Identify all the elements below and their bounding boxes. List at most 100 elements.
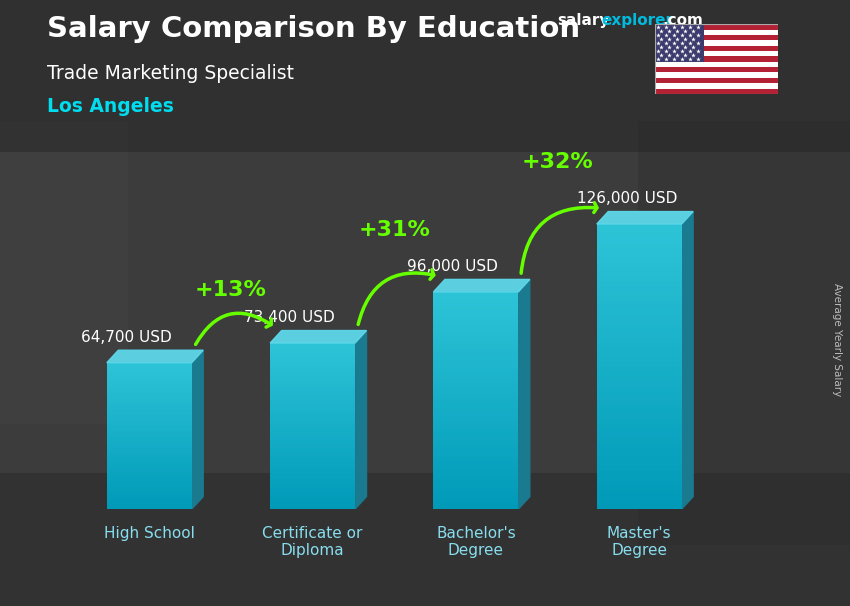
Bar: [107, 436, 192, 438]
Bar: [107, 492, 192, 494]
Bar: [434, 317, 518, 321]
Bar: [434, 328, 518, 331]
Bar: [434, 476, 518, 480]
Bar: [597, 286, 682, 290]
Bar: [597, 481, 682, 485]
Bar: [597, 253, 682, 257]
Bar: [597, 228, 682, 233]
Polygon shape: [270, 330, 366, 343]
Bar: [107, 468, 192, 470]
Bar: [434, 357, 518, 361]
Bar: [434, 502, 518, 505]
Bar: [597, 333, 682, 338]
Bar: [434, 375, 518, 379]
Bar: [434, 321, 518, 324]
Bar: [654, 45, 778, 51]
Bar: [654, 62, 778, 67]
Bar: [270, 506, 355, 509]
Bar: [107, 497, 192, 499]
Bar: [434, 441, 518, 444]
Polygon shape: [597, 211, 693, 224]
Bar: [654, 78, 778, 83]
Bar: [434, 346, 518, 350]
Bar: [270, 429, 355, 431]
Bar: [270, 379, 355, 382]
Bar: [434, 386, 518, 390]
Bar: [654, 51, 778, 56]
Bar: [270, 384, 355, 387]
Bar: [434, 473, 518, 476]
Bar: [270, 440, 355, 442]
Bar: [107, 443, 192, 445]
Polygon shape: [518, 279, 530, 509]
Bar: [597, 271, 682, 276]
Bar: [434, 487, 518, 491]
Bar: [107, 416, 192, 419]
Bar: [270, 365, 355, 368]
Bar: [270, 481, 355, 484]
Bar: [107, 414, 192, 416]
Bar: [597, 367, 682, 371]
Bar: [270, 423, 355, 426]
Bar: [597, 438, 682, 442]
Bar: [597, 452, 682, 457]
Bar: [107, 419, 192, 421]
Bar: [434, 331, 518, 335]
Bar: [107, 502, 192, 504]
Bar: [270, 412, 355, 415]
Text: 96,000 USD: 96,000 USD: [407, 259, 498, 274]
Bar: [270, 387, 355, 390]
Bar: [107, 404, 192, 407]
Bar: [107, 395, 192, 397]
Bar: [434, 299, 518, 303]
Bar: [434, 484, 518, 487]
Bar: [107, 485, 192, 487]
Bar: [270, 504, 355, 506]
Bar: [597, 295, 682, 300]
Bar: [270, 404, 355, 407]
Bar: [107, 441, 192, 443]
Bar: [597, 499, 682, 504]
Bar: [270, 426, 355, 429]
Bar: [107, 494, 192, 497]
Bar: [107, 390, 192, 392]
Bar: [434, 339, 518, 342]
Bar: [654, 83, 778, 88]
Bar: [434, 379, 518, 382]
Bar: [270, 495, 355, 498]
Bar: [597, 485, 682, 490]
Bar: [270, 484, 355, 487]
Bar: [270, 396, 355, 398]
Bar: [434, 447, 518, 451]
Bar: [107, 433, 192, 436]
Bar: [107, 487, 192, 490]
Bar: [434, 437, 518, 441]
Bar: [434, 393, 518, 397]
Bar: [107, 463, 192, 465]
Bar: [597, 381, 682, 385]
Bar: [434, 454, 518, 458]
Bar: [597, 243, 682, 248]
Bar: [434, 451, 518, 454]
Bar: [434, 433, 518, 437]
Bar: [270, 415, 355, 418]
Bar: [597, 466, 682, 471]
Text: +13%: +13%: [195, 280, 267, 300]
Bar: [434, 426, 518, 430]
Bar: [270, 418, 355, 421]
Bar: [597, 476, 682, 481]
Bar: [597, 281, 682, 286]
Bar: [434, 458, 518, 462]
Text: salary: salary: [557, 13, 609, 28]
Bar: [107, 507, 192, 509]
Bar: [434, 371, 518, 375]
Bar: [597, 419, 682, 424]
Bar: [434, 364, 518, 368]
Bar: [107, 482, 192, 485]
Bar: [597, 447, 682, 452]
Bar: [107, 387, 192, 390]
Bar: [597, 328, 682, 333]
Bar: [597, 305, 682, 310]
Bar: [107, 473, 192, 475]
Bar: [654, 88, 778, 94]
